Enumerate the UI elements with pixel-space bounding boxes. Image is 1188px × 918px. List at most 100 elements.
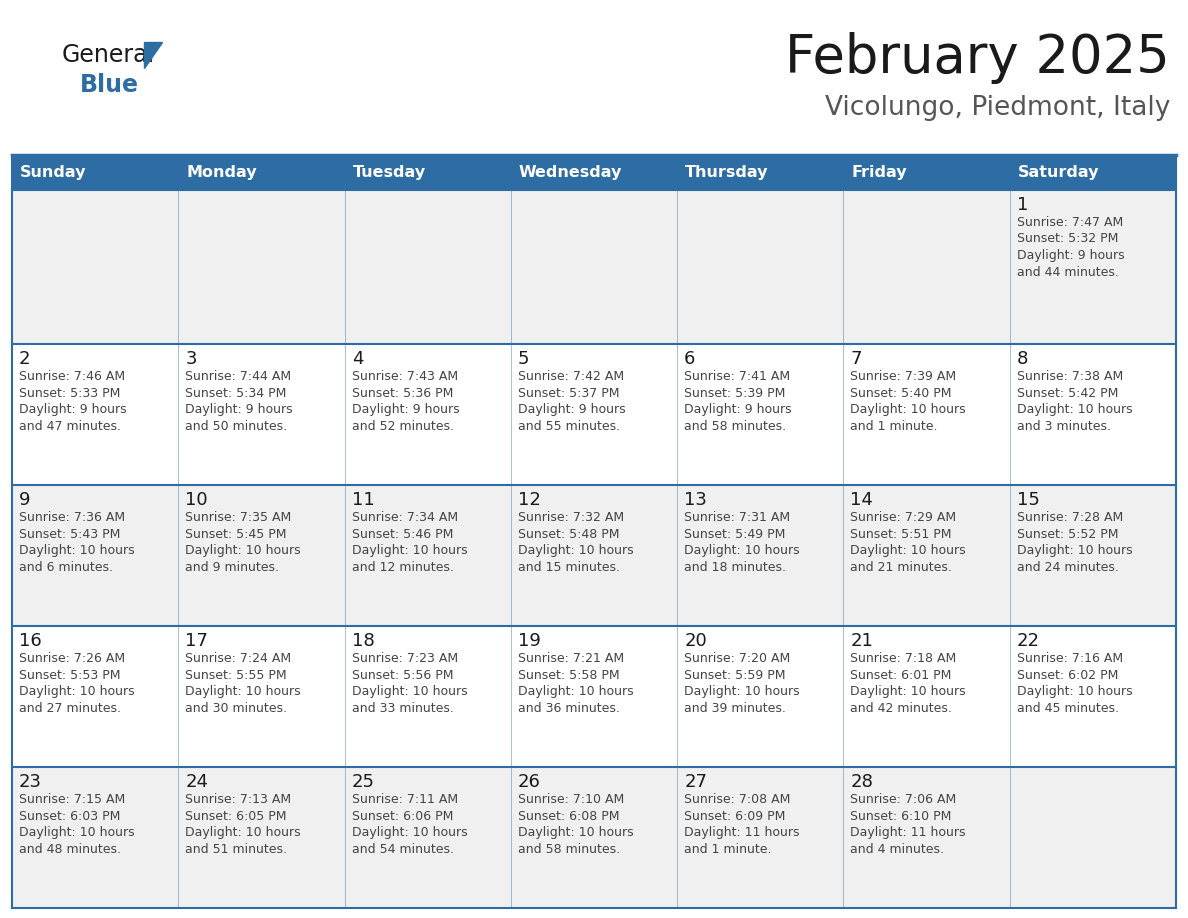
Bar	[677, 767, 843, 908]
Text: Sunset: 5:55 PM: Sunset: 5:55 PM	[185, 668, 287, 682]
Text: Sunset: 6:08 PM: Sunset: 6:08 PM	[518, 810, 619, 823]
Bar	[511, 767, 677, 908]
Bar	[843, 626, 1010, 767]
Text: Sunrise: 7:41 AM: Sunrise: 7:41 AM	[684, 370, 790, 384]
Text: and 30 minutes.: and 30 minutes.	[185, 701, 287, 715]
Text: Sunrise: 7:32 AM: Sunrise: 7:32 AM	[518, 511, 624, 524]
Text: 28: 28	[851, 773, 873, 791]
Bar	[12, 344, 178, 486]
Text: 25: 25	[352, 773, 374, 791]
Text: Sunset: 5:37 PM: Sunset: 5:37 PM	[518, 386, 619, 400]
Text: 15: 15	[1017, 491, 1040, 509]
Text: and 54 minutes.: and 54 minutes.	[352, 843, 454, 856]
Text: Daylight: 9 hours: Daylight: 9 hours	[19, 403, 127, 417]
Text: Daylight: 9 hours: Daylight: 9 hours	[1017, 249, 1124, 262]
Text: 20: 20	[684, 633, 707, 650]
Text: Wednesday: Wednesday	[519, 165, 623, 180]
Text: 27: 27	[684, 773, 707, 791]
Bar	[511, 626, 677, 767]
Text: Sunrise: 7:47 AM: Sunrise: 7:47 AM	[1017, 216, 1123, 229]
Text: Sunset: 5:43 PM: Sunset: 5:43 PM	[19, 528, 120, 541]
Text: Sunrise: 7:36 AM: Sunrise: 7:36 AM	[19, 511, 125, 524]
Bar	[1010, 155, 1176, 190]
Text: Sunrise: 7:10 AM: Sunrise: 7:10 AM	[518, 793, 624, 806]
Bar	[12, 190, 178, 344]
Text: and 36 minutes.: and 36 minutes.	[518, 701, 620, 715]
Text: Sunrise: 7:23 AM: Sunrise: 7:23 AM	[352, 652, 457, 666]
Text: Daylight: 10 hours: Daylight: 10 hours	[352, 544, 467, 557]
Bar	[511, 190, 677, 344]
Bar	[677, 626, 843, 767]
Bar	[677, 155, 843, 190]
Text: 4: 4	[352, 351, 364, 368]
Bar	[511, 486, 677, 626]
Text: 1: 1	[1017, 196, 1028, 214]
Text: Daylight: 9 hours: Daylight: 9 hours	[684, 403, 791, 417]
Text: and 50 minutes.: and 50 minutes.	[185, 420, 287, 433]
Text: 12: 12	[518, 491, 541, 509]
Text: Daylight: 10 hours: Daylight: 10 hours	[1017, 685, 1132, 699]
Text: and 51 minutes.: and 51 minutes.	[185, 843, 287, 856]
Text: 22: 22	[1017, 633, 1040, 650]
Text: Sunset: 5:59 PM: Sunset: 5:59 PM	[684, 668, 785, 682]
Text: Sunrise: 7:20 AM: Sunrise: 7:20 AM	[684, 652, 790, 666]
Text: Daylight: 10 hours: Daylight: 10 hours	[518, 826, 633, 839]
Text: 26: 26	[518, 773, 541, 791]
Text: Monday: Monday	[187, 165, 257, 180]
Text: Sunset: 5:34 PM: Sunset: 5:34 PM	[185, 386, 286, 400]
Text: Thursday: Thursday	[685, 165, 769, 180]
Text: 3: 3	[185, 351, 197, 368]
Text: Sunrise: 7:28 AM: Sunrise: 7:28 AM	[1017, 511, 1123, 524]
Text: Sunrise: 7:24 AM: Sunrise: 7:24 AM	[185, 652, 291, 666]
Text: Daylight: 10 hours: Daylight: 10 hours	[19, 826, 134, 839]
Bar	[12, 767, 178, 908]
Text: and 4 minutes.: and 4 minutes.	[851, 843, 944, 856]
Text: Daylight: 10 hours: Daylight: 10 hours	[185, 685, 301, 699]
Text: Sunset: 6:02 PM: Sunset: 6:02 PM	[1017, 668, 1118, 682]
Text: and 55 minutes.: and 55 minutes.	[518, 420, 620, 433]
Text: Sunset: 5:39 PM: Sunset: 5:39 PM	[684, 386, 785, 400]
Bar	[1010, 767, 1176, 908]
Text: and 6 minutes.: and 6 minutes.	[19, 561, 113, 574]
Text: 16: 16	[19, 633, 42, 650]
Bar	[843, 155, 1010, 190]
Text: and 39 minutes.: and 39 minutes.	[684, 701, 786, 715]
Text: and 3 minutes.: and 3 minutes.	[1017, 420, 1111, 433]
Text: Sunset: 6:03 PM: Sunset: 6:03 PM	[19, 810, 120, 823]
Text: Sunset: 6:05 PM: Sunset: 6:05 PM	[185, 810, 286, 823]
Text: Daylight: 10 hours: Daylight: 10 hours	[684, 685, 800, 699]
Text: and 21 minutes.: and 21 minutes.	[851, 561, 953, 574]
Text: and 24 minutes.: and 24 minutes.	[1017, 561, 1119, 574]
Text: Saturday: Saturday	[1018, 165, 1099, 180]
Text: and 45 minutes.: and 45 minutes.	[1017, 701, 1119, 715]
Text: Sunset: 6:06 PM: Sunset: 6:06 PM	[352, 810, 453, 823]
Bar	[12, 486, 178, 626]
Bar	[178, 344, 345, 486]
Text: Sunset: 6:01 PM: Sunset: 6:01 PM	[851, 668, 952, 682]
Bar	[511, 155, 677, 190]
Text: Daylight: 10 hours: Daylight: 10 hours	[1017, 544, 1132, 557]
Text: 13: 13	[684, 491, 707, 509]
Text: and 44 minutes.: and 44 minutes.	[1017, 265, 1119, 278]
Bar	[178, 626, 345, 767]
Text: Daylight: 10 hours: Daylight: 10 hours	[19, 685, 134, 699]
Text: Sunrise: 7:38 AM: Sunrise: 7:38 AM	[1017, 370, 1123, 384]
Text: Sunrise: 7:35 AM: Sunrise: 7:35 AM	[185, 511, 291, 524]
Text: Daylight: 10 hours: Daylight: 10 hours	[185, 544, 301, 557]
Text: 6: 6	[684, 351, 695, 368]
Text: February 2025: February 2025	[785, 32, 1170, 84]
Text: Friday: Friday	[852, 165, 908, 180]
Text: and 52 minutes.: and 52 minutes.	[352, 420, 454, 433]
Text: Daylight: 9 hours: Daylight: 9 hours	[185, 403, 293, 417]
Bar	[178, 155, 345, 190]
Text: Sunrise: 7:39 AM: Sunrise: 7:39 AM	[851, 370, 956, 384]
Bar	[1010, 486, 1176, 626]
Text: Daylight: 10 hours: Daylight: 10 hours	[185, 826, 301, 839]
Text: Sunset: 5:58 PM: Sunset: 5:58 PM	[518, 668, 619, 682]
Text: Sunset: 5:51 PM: Sunset: 5:51 PM	[851, 528, 952, 541]
Text: General: General	[62, 43, 156, 67]
Text: Sunrise: 7:18 AM: Sunrise: 7:18 AM	[851, 652, 956, 666]
Text: Daylight: 10 hours: Daylight: 10 hours	[352, 826, 467, 839]
Text: Sunset: 5:49 PM: Sunset: 5:49 PM	[684, 528, 785, 541]
Text: and 48 minutes.: and 48 minutes.	[19, 843, 121, 856]
